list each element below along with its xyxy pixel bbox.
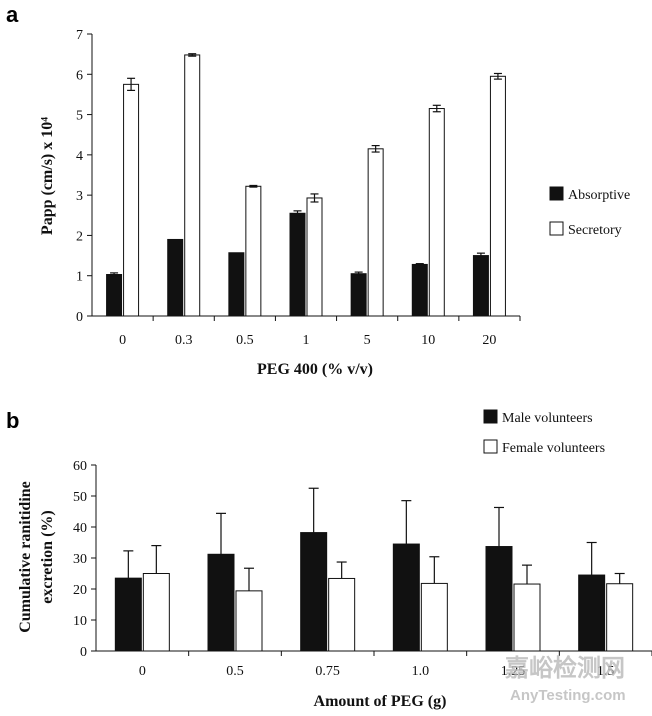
bar-secretory — [245, 185, 262, 317]
y-tick-label: 5 — [76, 109, 83, 124]
y-tick-label: 0 — [76, 310, 83, 325]
x-tick-label: 0.5 — [226, 664, 244, 679]
bar-secretory — [306, 197, 323, 317]
bar-female-volunteers — [328, 577, 356, 652]
watermark-cn-text: 嘉峪检测网 — [505, 654, 625, 682]
x-tick-label: 0.5 — [236, 333, 254, 348]
panel-a-legend: Absorptive Secretory — [549, 186, 630, 238]
bar-secretory — [489, 75, 506, 317]
legend-swatch-female — [483, 439, 498, 454]
bar-female-volunteers — [142, 573, 170, 652]
legend-label-female: Female volunteers — [502, 441, 605, 456]
bar-secretory — [184, 54, 201, 317]
bar-male-volunteers — [578, 574, 606, 652]
panel-b-x-ticks: 0 0.5 0.75 1.0 1.25 1.5 — [139, 651, 652, 679]
bar-absorptive — [228, 252, 245, 317]
legend-label-absorptive: Absorptive — [568, 188, 630, 203]
x-tick-label: 20 — [482, 333, 496, 348]
bar-absorptive — [106, 274, 123, 317]
panel-b-legend: Male volunteers Female volunteers — [483, 409, 605, 456]
y-tick-label: 2 — [76, 229, 83, 244]
panel-a-x-ticks: 0 0.3 0.5 1 5 10 20 — [119, 316, 521, 348]
x-tick-label: 10 — [421, 333, 435, 348]
bar-female-volunteers — [235, 590, 263, 652]
panel-b-y-axis-title-line-2: excretion (%) — [39, 510, 56, 603]
x-tick-label: 1.25 — [501, 664, 526, 679]
legend-swatch-secretory — [549, 221, 564, 236]
panel-a: a 0 1 2 3 4 5 6 7 0 0.3 0.5 1 5 10 20 PEG 400 (% v/v)… — [6, 2, 630, 378]
panel-b-bars — [114, 487, 634, 652]
y-tick-label: 50 — [73, 490, 87, 505]
x-tick-label: 0.3 — [175, 333, 193, 348]
y-tick-label: 10 — [73, 614, 87, 629]
bar-secretory — [123, 83, 140, 317]
watermark-en-text: AnyTesting.com — [510, 687, 626, 704]
y-tick-label: 1 — [76, 270, 83, 285]
y-tick-label: 0 — [80, 645, 87, 660]
panel-a-y-ticks: 0 1 2 3 4 5 6 7 — [76, 28, 92, 325]
x-tick-label: 1.0 — [412, 664, 430, 679]
panel-b-y-ticks: 0 10 20 30 40 50 60 — [73, 459, 96, 660]
y-tick-label: 60 — [73, 459, 87, 474]
x-tick-label: 5 — [364, 333, 371, 348]
panel-b-letter: b — [6, 408, 19, 433]
bar-absorptive — [289, 212, 306, 317]
bar-absorptive — [472, 255, 489, 317]
bar-absorptive — [350, 273, 367, 317]
panel-a-x-axis-title: PEG 400 (% v/v) — [257, 361, 373, 378]
bar-female-volunteers — [420, 582, 448, 652]
legend-swatch-male — [483, 409, 498, 424]
bar-secretory — [428, 108, 445, 317]
bar-absorptive — [167, 238, 184, 317]
panel-b-y-axis-title-line-1: Cumulative ranitidine — [17, 481, 34, 633]
x-tick-label: 1 — [303, 333, 310, 348]
bar-secretory — [367, 148, 384, 317]
bar-absorptive — [411, 263, 428, 317]
bar-female-volunteers — [606, 583, 634, 652]
panel-b-axes — [95, 465, 652, 652]
bar-male-volunteers — [207, 553, 235, 652]
panel-a-axes — [91, 34, 520, 317]
panel-a-bars — [106, 53, 506, 317]
y-tick-label: 30 — [73, 552, 87, 567]
bar-male-volunteers — [392, 543, 420, 652]
y-tick-label: 20 — [73, 583, 87, 598]
y-tick-label: 4 — [76, 149, 83, 164]
bar-male-volunteers — [300, 532, 328, 652]
panel-b-x-axis-title: Amount of PEG (g) — [314, 693, 447, 710]
panel-b: b 0 10 20 30 40 50 60 0 0.5 0.75 1.0 1.25 1.5 Amoun… — [6, 408, 652, 710]
x-tick-label: 0 — [119, 333, 126, 348]
x-tick-label: 0.75 — [315, 664, 340, 679]
y-tick-label: 40 — [73, 521, 87, 536]
legend-swatch-absorptive — [549, 186, 564, 201]
bar-female-volunteers — [513, 583, 541, 652]
panel-a-y-axis-title: Papp (cm/s) x 10⁴ — [39, 117, 56, 235]
legend-label-secretory: Secretory — [568, 223, 622, 238]
panel-b-y-axis-title: Cumulative ranitidine excretion (%) — [17, 481, 56, 633]
y-tick-label: 6 — [76, 68, 83, 83]
bar-male-volunteers — [485, 546, 513, 652]
bar-male-volunteers — [114, 577, 142, 652]
y-tick-label: 3 — [76, 189, 83, 204]
x-tick-label: 0 — [139, 664, 146, 679]
panel-a-letter: a — [6, 2, 19, 27]
y-tick-label: 7 — [76, 28, 83, 43]
x-tick-label: 1.5 — [597, 664, 615, 679]
watermark: 嘉峪检测网 AnyTesting.com — [505, 654, 626, 704]
legend-label-male: Male volunteers — [502, 411, 593, 426]
